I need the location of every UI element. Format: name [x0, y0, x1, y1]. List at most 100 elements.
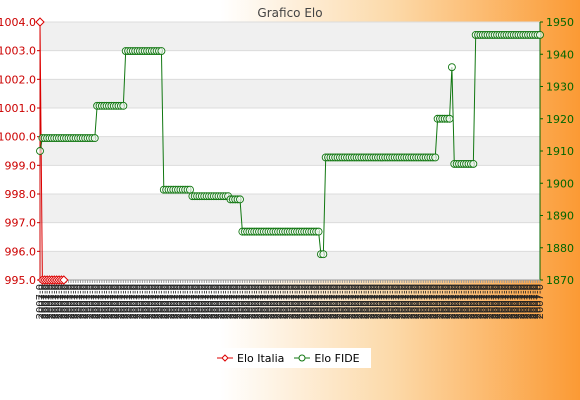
x-tick-label: 2007-0: [425, 284, 436, 319]
x-tick-label: 2007-0: [40, 284, 51, 319]
x-tick-label: 2007-0: [145, 284, 156, 319]
x-tick-label: 2007-0: [504, 284, 515, 319]
x-tick-label: 2007-0: [90, 284, 101, 319]
left-tick-label: 1001.0: [0, 102, 36, 115]
x-tick-label: 2007-0: [378, 284, 389, 319]
x-tick-label: 2007-0: [37, 284, 48, 319]
x-tick-label: 2007-0: [352, 284, 363, 319]
x-tick-label: 2007-0: [35, 284, 46, 319]
x-tick-label: 2007-0: [154, 284, 165, 319]
x-tick-label: 2007-0: [278, 284, 289, 319]
x-tick-label: 2007-0: [411, 284, 422, 319]
legend: Elo Italia Elo FIDE: [211, 348, 371, 368]
x-tick-label: 2007-0: [464, 284, 475, 319]
x-tick-label: 2007-0: [121, 284, 132, 319]
x-tick-label: 2007-0: [304, 284, 315, 319]
x-tick-label: 2007-0: [340, 284, 351, 319]
left-tick-label: 996.0: [5, 245, 37, 258]
x-tick-label: 2007-0: [475, 284, 486, 319]
x-tick-label: 2007-0: [271, 284, 282, 319]
x-tick-label: 2007-0: [64, 284, 75, 319]
x-tick-label: 2007-0: [456, 284, 467, 319]
x-tick-label: 2007-0: [166, 284, 177, 319]
x-tick-label: 2007-0: [178, 284, 189, 319]
x-tick-label: 2007-0: [111, 284, 122, 319]
x-tick-label: 2007-0: [99, 284, 110, 319]
point-elo-fide: [90, 134, 99, 143]
x-tick-label: 2007-0: [406, 284, 417, 319]
x-tick-label: 2007-0: [306, 284, 317, 319]
x-tick-label: 2007-0: [516, 284, 527, 319]
x-axis-ticks: 2007-02007-02007-02007-02007-02007-02007…: [35, 280, 546, 319]
x-tick-label: 2007-0: [473, 284, 484, 319]
x-tick-label: 2007-0: [206, 284, 217, 319]
left-tick-label: 1003.0: [0, 45, 36, 58]
x-tick-label: 2007-0: [190, 284, 201, 319]
x-tick-label: 2007-0: [533, 284, 544, 319]
x-tick-label: 2007-0: [106, 284, 117, 319]
x-tick-label: 2007-0: [385, 284, 396, 319]
x-tick-label: 2007-0: [490, 284, 501, 319]
grid-band: [40, 251, 540, 280]
point-elo-fide: [314, 227, 323, 236]
x-tick-label: 2007-0: [345, 284, 356, 319]
right-tick-label: 1920: [546, 113, 574, 126]
point-elo-fide: [431, 153, 440, 162]
x-tick-label: 2007-0: [152, 284, 163, 319]
legend-label-fide: Elo FIDE: [314, 351, 360, 365]
x-tick-label: 2007-0: [430, 284, 441, 319]
x-tick-label: 2007-0: [497, 284, 508, 319]
x-tick-label: 2007-0: [187, 284, 198, 319]
x-tick-label: 2007-0: [354, 284, 365, 319]
x-tick-label: 2007-0: [128, 284, 139, 319]
x-tick-label: 2007-0: [399, 284, 410, 319]
x-tick-label: 2007-0: [433, 284, 444, 319]
x-tick-label: 2007-0: [359, 284, 370, 319]
x-tick-label: 2007-0: [502, 284, 513, 319]
x-tick-label: 2007-0: [292, 284, 303, 319]
point-elo-fide: [447, 63, 456, 72]
x-tick-label: 2007-0: [230, 284, 241, 319]
x-tick-label: 2007-0: [492, 284, 503, 319]
x-tick-label: 2007-0: [235, 284, 246, 319]
left-tick-label: 998.0: [5, 188, 37, 201]
x-tick-label: 2007-0: [156, 284, 167, 319]
x-tick-label: 2007-0: [218, 284, 229, 319]
left-tick-label: 1004.0: [0, 16, 36, 29]
x-tick-label: 2007-0: [83, 284, 94, 319]
left-tick-label: 999.0: [5, 159, 37, 172]
x-tick-label: 2007-0: [356, 284, 367, 319]
x-tick-label: 2007-0: [530, 284, 541, 319]
x-tick-label: 2007-0: [445, 284, 456, 319]
x-tick-label: 2007-0: [525, 284, 536, 319]
x-tick-label: 2007-0: [409, 284, 420, 319]
x-tick-label: 2007-0: [414, 284, 425, 319]
x-tick-label: 2007-0: [483, 284, 494, 319]
point-elo-fide: [536, 30, 544, 39]
x-tick-label: 2007-0: [314, 284, 325, 319]
x-tick-label: 2007-0: [287, 284, 298, 319]
x-tick-label: 2007-0: [297, 284, 308, 319]
x-tick-label: 2007-0: [423, 284, 434, 319]
x-tick-label: 2007-0: [373, 284, 384, 319]
x-tick-label: 2007-0: [75, 284, 86, 319]
grid-bands: [40, 22, 540, 280]
x-tick-label: 2007-0: [254, 284, 265, 319]
x-tick-label: 2007-0: [499, 284, 510, 319]
x-tick-label: 2007-0: [233, 284, 244, 319]
x-tick-label: 2007-0: [266, 284, 277, 319]
x-tick-label: 2007-0: [78, 284, 89, 319]
left-tick-label: 995.0: [5, 274, 37, 287]
x-tick-label: 2007-0: [147, 284, 158, 319]
x-tick-label: 2007-0: [311, 284, 322, 319]
x-tick-label: 2007-0: [137, 284, 148, 319]
point-elo-fide: [236, 195, 244, 204]
x-tick-label: 2007-0: [468, 284, 479, 319]
x-tick-label: 2007-0: [71, 284, 82, 319]
x-tick-label: 2007-0: [135, 284, 146, 319]
right-tick-label: 1890: [546, 210, 574, 223]
x-tick-label: 2007-0: [161, 284, 172, 319]
x-tick-label: 2007-0: [97, 284, 108, 319]
